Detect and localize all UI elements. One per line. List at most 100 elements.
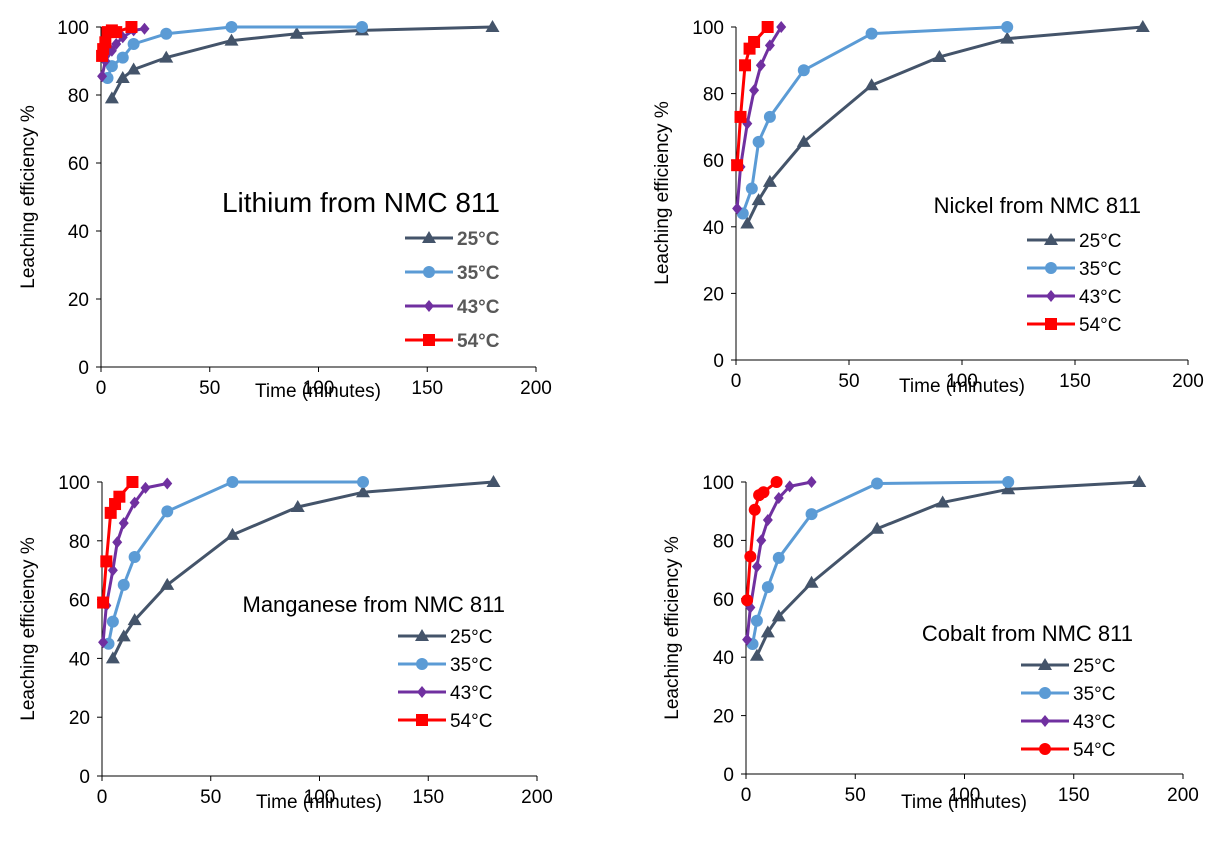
data-point (486, 475, 501, 487)
data-point (139, 22, 150, 35)
legend-entry-35C: 35°C (1027, 259, 1121, 280)
legend-swatch-marker (1046, 290, 1056, 302)
data-point (117, 578, 130, 591)
y-axis-label: Leaching efficiency % (652, 101, 673, 285)
data-point (740, 216, 755, 229)
y-tick-label: 40 (703, 218, 724, 239)
data-point (356, 21, 368, 33)
x-tick-label: 150 (1058, 785, 1090, 806)
data-point (761, 581, 774, 594)
legend-label: 43°C (1079, 287, 1121, 308)
data-point (772, 551, 785, 564)
data-point (739, 59, 752, 72)
x-tick-label: 50 (838, 371, 859, 392)
data-point (932, 49, 947, 62)
data-point (731, 159, 744, 172)
data-point (771, 609, 786, 622)
data-point (225, 527, 240, 540)
data-point (226, 476, 239, 488)
y-tick-label: 40 (713, 648, 734, 669)
series-line (106, 25, 362, 79)
y-tick-label: 100 (692, 18, 724, 39)
legend-label: 35°C (457, 263, 500, 284)
data-point (763, 110, 776, 123)
data-point (225, 21, 238, 33)
legend-swatch-marker (1040, 715, 1050, 727)
legend-entry-43C: 43°C (405, 297, 500, 318)
data-point (770, 476, 783, 488)
x-tick-label: 200 (520, 378, 552, 399)
data-point (749, 648, 764, 661)
series-35C (102, 476, 369, 650)
y-tick-label: 60 (69, 591, 90, 612)
legend-label: 43°C (1073, 712, 1115, 733)
data-point (116, 51, 129, 64)
data-point (752, 135, 765, 148)
data-point (116, 629, 131, 642)
x-tick-label: 150 (412, 787, 444, 808)
data-point (760, 625, 775, 638)
series-54C (97, 476, 139, 609)
y-tick-label: 100 (58, 473, 90, 494)
data-point (744, 550, 757, 563)
series-54C (731, 21, 774, 172)
legend-entry-43C: 43°C (1027, 287, 1121, 308)
series-25C (740, 20, 1150, 229)
data-point (111, 38, 122, 50)
data-point (762, 174, 777, 187)
data-point (129, 496, 140, 509)
data-point (1135, 20, 1150, 32)
data-point (128, 550, 141, 563)
y-axis-label: Leaching efficiency % (18, 105, 39, 289)
data-point (357, 476, 369, 488)
series-25C (105, 475, 501, 664)
data-point (104, 91, 119, 104)
legend-label: 54°C (450, 711, 492, 732)
data-point (125, 21, 138, 33)
x-axis-label: Time (minutes) (256, 792, 382, 813)
y-tick-label: 20 (713, 707, 734, 728)
legend-swatch-marker (416, 658, 428, 670)
data-point (805, 508, 818, 521)
series-line (107, 480, 363, 644)
legend-label: 43°C (457, 297, 500, 318)
data-point (796, 134, 811, 147)
data-point (160, 27, 173, 40)
legend-swatch-marker (1045, 262, 1057, 274)
legend-label: 35°C (1073, 684, 1115, 705)
data-point (784, 480, 795, 493)
legend-entry-25C: 25°C (1021, 656, 1115, 677)
legend-swatch-marker (416, 714, 428, 726)
y-tick-label: 40 (68, 222, 89, 243)
data-point (100, 555, 113, 568)
x-tick-label: 150 (1059, 371, 1091, 392)
y-axis-label: Leaching efficiency % (662, 536, 683, 720)
data-point (750, 614, 763, 627)
legend-label: 25°C (1079, 231, 1121, 252)
data-point (97, 70, 108, 83)
series-54C (741, 476, 783, 607)
data-point (290, 499, 305, 512)
data-point (761, 21, 774, 33)
data-point (864, 78, 879, 91)
data-point (126, 62, 141, 75)
data-point (126, 476, 139, 488)
legend-label: 43°C (450, 683, 492, 704)
y-tick-label: 80 (69, 532, 90, 553)
data-point (140, 481, 151, 494)
x-tick-label: 200 (1172, 371, 1204, 392)
data-point (110, 26, 123, 39)
x-tick-label: 100 (949, 785, 981, 806)
x-tick-label: 100 (946, 371, 978, 392)
data-point (1132, 475, 1147, 487)
legend-swatch-marker (1044, 233, 1058, 245)
legend-label: 25°C (457, 229, 500, 250)
legend-entry-25C: 25°C (405, 229, 500, 250)
data-point (160, 577, 175, 590)
chart-title: Manganese from NMC 811 (243, 592, 506, 617)
x-tick-label: 50 (845, 785, 866, 806)
legend-entry-25C: 25°C (1027, 231, 1121, 252)
data-point (159, 50, 174, 63)
legend-swatch-marker (1045, 318, 1057, 330)
data-point (224, 33, 239, 46)
